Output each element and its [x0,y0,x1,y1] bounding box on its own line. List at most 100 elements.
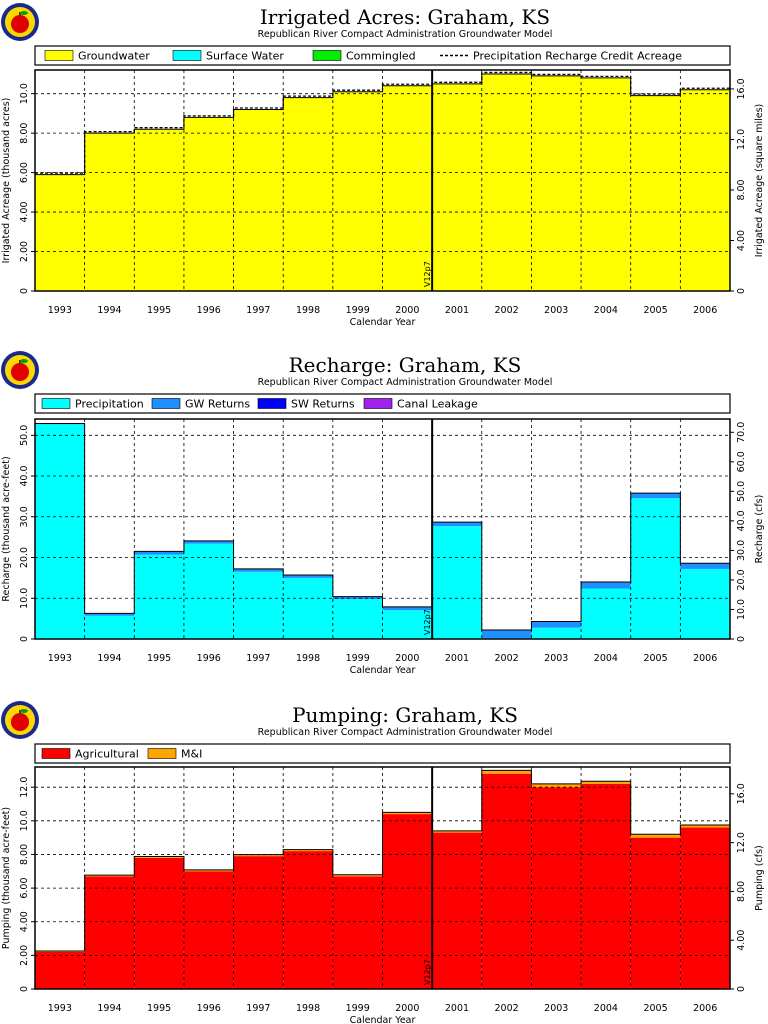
bar-agricultural-1994 [84,876,135,989]
bar-precipitation-2004 [581,588,631,639]
apple-icon [11,363,29,381]
x-tick-label: 2006 [693,653,717,664]
x-tick-label: 1996 [197,1003,221,1014]
x-tick-label: 1997 [246,653,270,664]
bar-groundwater-2001 [432,83,482,291]
legend-swatch [312,50,342,61]
bar-agricultural-2002 [481,773,532,989]
legend-swatch [172,50,202,61]
bar-m-i-1993 [35,950,85,952]
bar-gw-returns-2002 [481,630,532,639]
bar-gw-returns-2001 [432,522,482,527]
x-tick-label: 2001 [445,653,469,664]
x-tick-label: 2003 [544,305,568,316]
x-tick-label: 2005 [643,1003,667,1014]
legend-swatch [363,398,393,409]
bar-precipitation-1995 [134,554,184,639]
bar-m-i-1994 [84,875,135,877]
bar-groundwater-2003 [531,75,582,291]
x-tick-label: 2004 [594,305,618,316]
bar-agricultural-1996 [183,871,234,989]
version-marker-label: V12p7 [423,609,432,635]
y-right-tick-label: 8.00 [736,179,747,200]
x-tick-label: 1994 [97,1003,121,1014]
y-tick-label: 0 [19,986,30,992]
bar-precipitation-1996 [183,543,234,639]
chart-subtitle: Republican River Compact Administration … [258,727,553,738]
bar-gw-returns-2000 [382,606,433,611]
series-precipitation-recharge-credit-acreage [35,71,730,174]
y-right-tick-label: 16.0 [736,783,747,804]
y-tick-label: 40.0 [19,465,30,486]
x-tick-label: 2003 [544,1003,568,1014]
bar-gw-returns-1999 [332,596,383,600]
bar-gw-returns-2004 [581,581,631,589]
legend-swatch [44,50,74,61]
bar-gw-returns-1996 [183,540,234,544]
chart-title: Pumping: Graham, KS [292,703,518,727]
legend-entry: GW Returns [185,398,250,411]
y-right-axis-label: Pumping (cfs) [754,845,765,911]
version-marker-label: V12p7 [423,261,432,287]
bar-precipitation-1998 [283,577,333,639]
y-tick-label: 6.00 [19,878,30,899]
bar-agricultural-2004 [581,783,631,989]
legend-swatch [257,398,287,409]
x-tick-label: 1996 [197,305,221,316]
legend-swatch [151,398,181,409]
y-tick-label: 4.00 [19,201,30,222]
chart-subtitle: Republican River Compact Administration … [258,377,553,388]
apple-logo-icon [1,3,39,41]
bar-precipitation-2001 [432,526,482,639]
y-tick-label: 0 [19,288,30,294]
y-axis-label: Pumping (thousand acre-feet) [1,807,12,949]
y-right-tick-label: 12.0 [736,832,747,853]
bar-m-i-2005 [630,834,681,838]
y-right-tick-label: 8.00 [736,881,747,902]
bar-groundwater-1996 [183,117,234,291]
bar-groundwater-2000 [382,85,433,292]
legend-entry: Precipitation Recharge Credit Acreage [473,50,682,63]
legend-entry: Canal Leakage [397,398,478,411]
bar-groundwater-1993 [35,174,85,291]
y-right-tick-label: 10.0 [736,599,747,620]
apple-icon [11,713,29,731]
x-tick-label: 2002 [495,1003,519,1014]
legend-entry: Commingled [346,50,416,63]
bar-agricultural-2000 [382,814,433,989]
x-axis-label: Calendar Year [350,1015,416,1024]
x-tick-label: 1999 [346,1003,370,1014]
x-tick-label: 1998 [296,653,320,664]
bar-groundwater-1998 [283,97,333,291]
bar-agricultural-2003 [531,787,582,989]
x-tick-label: 2004 [594,1003,618,1014]
apple-stem-icon [19,710,21,715]
bar-agricultural-1999 [332,876,383,989]
y-right-axis-label: Recharge (cfs) [754,495,765,564]
legend-box [34,743,731,764]
x-tick-label: 1999 [346,653,370,664]
bar-precipitation-2000 [382,610,433,639]
x-tick-label: 2005 [643,305,667,316]
bar-m-i-2004 [581,781,631,784]
x-tick-label: 1993 [48,1003,72,1014]
bar-outline [35,769,730,952]
x-tick-label: 1999 [346,305,370,316]
x-tick-label: 1994 [97,305,121,316]
bar-agricultural-1997 [233,856,284,989]
apple-stem-icon [19,12,21,17]
y-tick-label: 12.0 [19,777,30,798]
x-tick-label: 2001 [445,305,469,316]
x-tick-label: 1993 [48,653,72,664]
legend-entry: Agricultural [75,748,139,761]
bar-agricultural-2006 [680,827,730,989]
bar-gw-returns-2005 [630,493,681,499]
x-tick-label: 1995 [147,1003,171,1014]
apple-leaf-icon [20,11,28,15]
bar-groundwater-2006 [680,89,730,291]
y-tick-label: 6.00 [19,162,30,183]
plot-border [34,69,731,292]
x-tick-label: 1998 [296,305,320,316]
y-tick-label: 8.00 [19,844,30,865]
